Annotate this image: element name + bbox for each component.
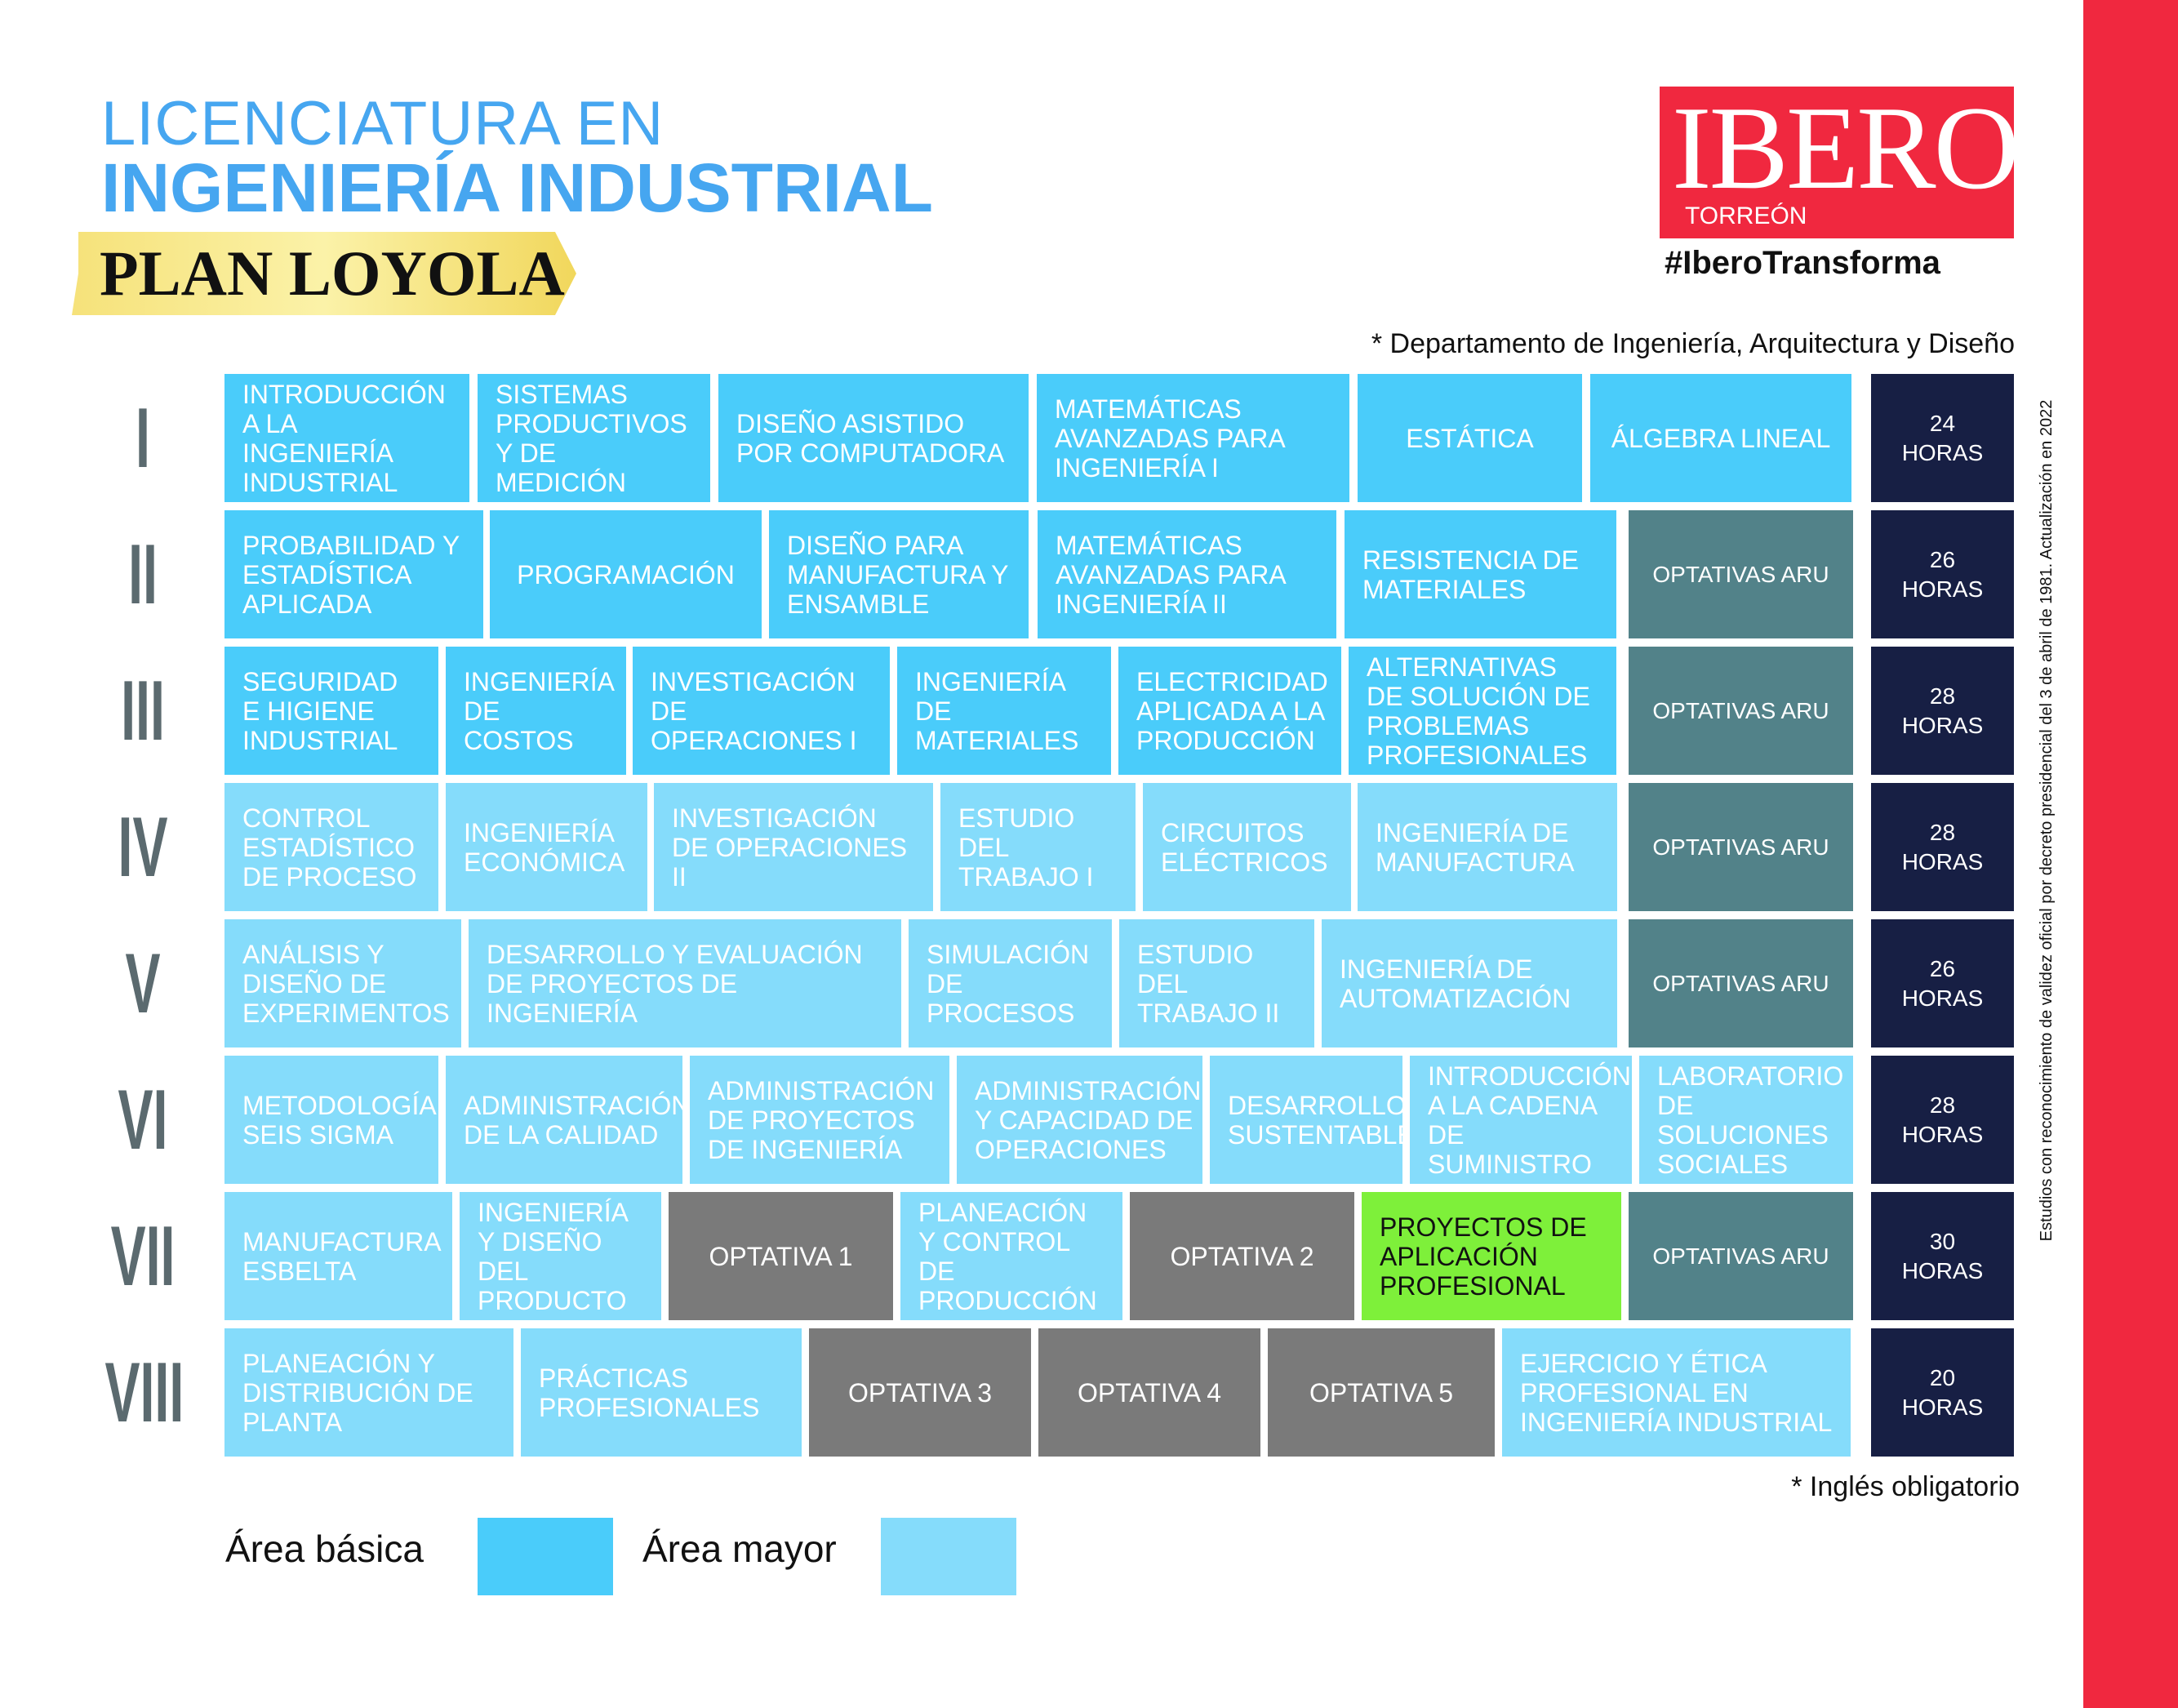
optativas-aru-cell: OPTATIVAS ARU (1629, 510, 1853, 638)
hashtag: #IberoTransforma (1665, 245, 1940, 281)
course-cell: DESARROLLO Y EVALUACIÓN DE PROYECTOS DE … (469, 919, 901, 1047)
course-cell: ADMINISTRACIÓN DE LA CALIDAD (446, 1056, 690, 1184)
course-cell: INGENIERÍA ECONÓMICA (446, 783, 647, 911)
semester-roman-numeral: II (128, 527, 158, 622)
plan-banner-ribbon (72, 232, 576, 315)
course-cell: ÁLGEBRA LINEAL (1590, 374, 1851, 502)
optativa-cell: OPTATIVA 5 (1268, 1328, 1495, 1457)
course-cell: RESISTENCIA DE MATERIALES (1345, 510, 1616, 638)
legend-basic-swatch (478, 1518, 613, 1595)
department-note: * Departamento de Ingeniería, Arquitectu… (1371, 328, 2015, 359)
course-cell: INGENIERÍA DE MANUFACTURA (1358, 783, 1617, 911)
semester-hours: 24 HORAS (1871, 374, 2014, 502)
course-cell: MATEMÁTICAS AVANZADAS PARA INGENIERÍA I (1037, 374, 1349, 502)
semester-roman-numeral: VI (118, 1072, 168, 1168)
semester-roman-numeral: IV (118, 799, 168, 895)
course-cell: CONTROL ESTADÍSTICO DE PROCESO (224, 783, 438, 911)
semester-hours: 28 HORAS (1871, 647, 2014, 775)
legend-major-label: Área mayor (642, 1528, 837, 1570)
course-cell: SEGURIDAD E HIGIENE INDUSTRIAL (224, 647, 438, 775)
legend-major-swatch (881, 1518, 1016, 1595)
logo-campus: TORREÓN (1685, 202, 1807, 229)
course-cell: SIMULACIÓN DE PROCESOS (909, 919, 1112, 1047)
course-cell: PLANEACIÓN Y DISTRIBUCIÓN DE PLANTA (224, 1328, 513, 1457)
semester-hours: 28 HORAS (1871, 783, 2014, 911)
course-cell: PROYECTOS DE APLICACIÓN PROFESIONAL (1362, 1192, 1621, 1320)
semester-hours: 20 HORAS (1871, 1328, 2014, 1457)
course-cell: DISEÑO ASISTIDO POR COMPUTADORA (718, 374, 1029, 502)
course-cell: LABORATORIO DE SOLUCIONES SOCIALES (1639, 1056, 1853, 1184)
course-cell: DISEÑO PARA MANUFACTURA Y ENSAMBLE (769, 510, 1029, 638)
semester-hours: 26 HORAS (1871, 919, 2014, 1047)
course-cell: MANUFACTURA ESBELTA (224, 1192, 452, 1320)
semester-roman-numeral: VIII (104, 1345, 184, 1440)
course-cell: PROGRAMACIÓN (490, 510, 762, 638)
title-line-1: LICENCIATURA EN (101, 89, 665, 158)
course-cell: INGENIERÍA DE AUTOMATIZACIÓN (1322, 919, 1617, 1047)
course-cell: ANÁLISIS Y DISEÑO DE EXPERIMENTOS (224, 919, 461, 1047)
optativa-cell: OPTATIVA 4 (1038, 1328, 1260, 1457)
course-cell: METODOLOGÍA SEIS SIGMA (224, 1056, 438, 1184)
optativa-cell: OPTATIVA 3 (809, 1328, 1031, 1457)
course-cell: CIRCUITOS ELÉCTRICOS (1143, 783, 1351, 911)
optativas-aru-cell: OPTATIVAS ARU (1629, 783, 1853, 911)
semester-roman-numeral: III (121, 663, 165, 758)
course-cell: INGENIERÍA DE COSTOS (446, 647, 626, 775)
course-cell: DESARROLLO SUSTENTABLE (1210, 1056, 1415, 1184)
course-cell: INVESTIGACIÓN DE OPERACIONES I (633, 647, 890, 775)
course-cell: ESTUDIO DEL TRABAJO II (1119, 919, 1314, 1047)
optativa-cell: OPTATIVA 1 (669, 1192, 893, 1320)
logo-wordmark: IBERO (1672, 82, 2020, 214)
title-line-2: INGENIERÍA INDUSTRIAL (101, 149, 933, 226)
validity-note: Estudios con reconocimiento de validez o… (2038, 399, 2056, 1242)
plan-label: PLAN LOYOLA (100, 238, 565, 309)
course-cell: SISTEMAS PRODUCTIVOS Y DE MEDICIÓN (478, 374, 710, 502)
optativas-aru-cell: OPTATIVAS ARU (1629, 647, 1853, 775)
optativas-aru-cell: OPTATIVAS ARU (1629, 1192, 1853, 1320)
semester-roman-numeral: I (136, 390, 150, 486)
course-cell: INGENIERÍA Y DISEÑO DEL PRODUCTO (460, 1192, 661, 1320)
course-cell: MATEMÁTICAS AVANZADAS PARA INGENIERÍA II (1038, 510, 1336, 638)
course-cell: ALTERNATIVAS DE SOLUCIÓN DE PROBLEMAS PR… (1349, 647, 1616, 775)
course-cell: EJERCICIO Y ÉTICA PROFESIONAL EN INGENIE… (1502, 1328, 1851, 1457)
course-cell: PLANEACIÓN Y CONTROL DE PRODUCCIÓN (900, 1192, 1122, 1320)
semester-roman-numeral: V (125, 936, 161, 1031)
ibero-logo (1660, 87, 2014, 238)
semester-hours: 28 HORAS (1871, 1056, 2014, 1184)
optativas-aru-cell: OPTATIVAS ARU (1629, 919, 1853, 1047)
course-cell: PROBABILIDAD Y ESTADÍSTICA APLICADA (224, 510, 483, 638)
course-cell: ELECTRICIDAD APLICADA A LA PRODUCCIÓN (1118, 647, 1341, 775)
course-cell: INTRODUCCIÓN A LA INGENIERÍA INDUSTRIAL (224, 374, 469, 502)
course-cell: ADMINISTRACIÓN Y CAPACIDAD DE OPERACIONE… (957, 1056, 1202, 1184)
semester-hours: 26 HORAS (1871, 510, 2014, 638)
course-cell: PRÁCTICAS PROFESIONALES (521, 1328, 802, 1457)
course-cell: ADMINISTRACIÓN DE PROYECTOS DE INGENIERÍ… (690, 1056, 949, 1184)
course-cell: ESTÁTICA (1358, 374, 1582, 502)
legend-basic-label: Área básica (225, 1528, 424, 1570)
course-cell: ESTUDIO DEL TRABAJO I (940, 783, 1136, 911)
course-cell: INVESTIGACIÓN DE OPERACIONES II (654, 783, 933, 911)
english-note: * Inglés obligatorio (1791, 1471, 2020, 1502)
course-cell: INGENIERÍA DE MATERIALES (897, 647, 1111, 775)
optativa-cell: OPTATIVA 2 (1130, 1192, 1354, 1320)
semester-hours: 30 HORAS (1871, 1192, 2014, 1320)
semester-roman-numeral: VII (110, 1208, 176, 1304)
red-side-bar (2083, 0, 2178, 1708)
course-cell: INTRODUCCIÓN A LA CADENA DE SUMINISTRO (1410, 1056, 1632, 1184)
